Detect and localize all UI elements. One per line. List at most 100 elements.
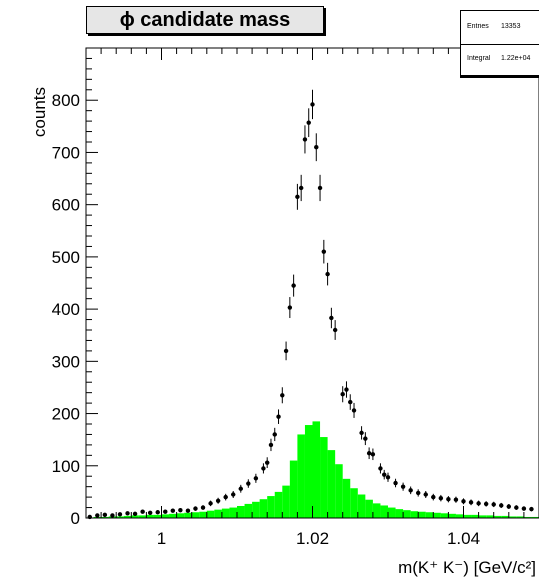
histogram-bin <box>320 437 328 518</box>
y-tick-label: 100 <box>52 457 80 476</box>
histogram-bin <box>410 511 419 518</box>
histogram-bin <box>131 515 139 518</box>
histogram-bin <box>342 478 351 518</box>
data-point <box>261 466 266 471</box>
data-point <box>359 430 364 436</box>
stats-box: Entries 13353 Integral 1.22e+04 <box>460 10 539 76</box>
data-point <box>325 271 330 277</box>
histogram-bin <box>123 515 132 518</box>
data-point <box>215 498 221 503</box>
data-point <box>200 505 206 510</box>
data-point <box>283 348 289 354</box>
data-point <box>280 393 285 398</box>
data-point <box>344 387 349 392</box>
histogram-bin <box>440 513 449 518</box>
data-point <box>476 501 481 506</box>
data-point <box>170 508 176 513</box>
histogram-bin <box>493 515 502 518</box>
histogram-bin <box>418 511 426 518</box>
histogram-bin <box>282 485 290 518</box>
data-point <box>231 492 236 497</box>
data-point <box>529 506 534 512</box>
histogram-bin <box>146 514 154 518</box>
stats-integral-row: Integral 1.22e+04 <box>467 55 539 65</box>
stats-integral-value: 1.22e+04 <box>501 55 531 62</box>
histogram-bin <box>101 516 109 518</box>
data-point <box>446 497 451 502</box>
data-point <box>102 512 108 518</box>
histogram-bin <box>350 488 358 518</box>
histogram-bin <box>138 515 147 518</box>
data-point <box>453 497 459 502</box>
data-point <box>193 506 198 511</box>
data-point <box>351 408 357 413</box>
histogram-bin <box>153 514 162 518</box>
x-axis-label: m(K⁺ K⁻) [GeV/c²] <box>398 558 536 577</box>
data-point <box>265 460 270 465</box>
histogram-bin <box>327 450 336 518</box>
data-point <box>483 501 489 507</box>
histogram-bin <box>508 516 517 518</box>
data-point <box>317 185 323 191</box>
histogram-bin <box>372 503 381 518</box>
histogram-bin <box>274 491 283 518</box>
histogram-bin <box>297 434 305 518</box>
data-point <box>321 249 327 254</box>
data-point <box>468 500 474 505</box>
histogram-bin <box>357 494 366 518</box>
histogram-bin <box>433 512 441 518</box>
data-point <box>378 466 383 471</box>
y-tick-label: 800 <box>52 91 80 110</box>
histogram-bin <box>388 507 396 518</box>
x-tick-label: 1.02 <box>296 529 329 548</box>
histogram-bin <box>455 514 464 518</box>
data-point <box>408 488 413 493</box>
y-tick-label: 600 <box>52 196 80 215</box>
y-tick-label: 400 <box>52 300 80 319</box>
data-point <box>178 507 183 513</box>
histogram-bin <box>365 499 373 518</box>
axes: 0 100 200 300 400 500 600 700 800 1 1.02 1.04 <box>52 47 539 548</box>
data-point <box>298 185 304 191</box>
histogram-bin <box>501 515 509 518</box>
data-point <box>276 414 281 419</box>
histogram-bin <box>335 464 343 518</box>
histogram-bin <box>478 515 487 518</box>
data-point <box>291 283 296 288</box>
histogram-bin <box>531 516 539 518</box>
stats-divider <box>461 44 539 45</box>
y-tick-label: 500 <box>52 248 80 267</box>
data-point <box>185 508 191 513</box>
histogram-bin <box>289 460 298 518</box>
y-tick-label: 200 <box>52 405 80 424</box>
data-point <box>514 505 519 510</box>
histogram-bin <box>380 505 388 518</box>
data-point <box>125 511 130 516</box>
data-point <box>438 495 444 501</box>
data-point <box>491 502 496 507</box>
data-point <box>268 442 274 448</box>
y-axis-label: counts <box>30 87 49 137</box>
y-tick-label: 700 <box>52 143 80 162</box>
data-point <box>140 509 145 514</box>
data-point <box>423 492 428 497</box>
data-point <box>246 481 251 486</box>
histogram-bin <box>463 514 472 518</box>
histogram-bin <box>199 511 207 518</box>
histogram-bin <box>267 496 275 518</box>
histogram-bin <box>161 514 170 518</box>
data-point <box>382 472 387 477</box>
histogram-bin <box>169 513 177 518</box>
histogram-bin <box>523 516 532 518</box>
data-point <box>431 494 436 500</box>
histogram-bin <box>206 510 215 518</box>
signal-histogram <box>86 421 539 518</box>
data-point <box>117 512 123 517</box>
data-point <box>521 506 527 511</box>
histogram-bin <box>259 499 268 518</box>
data-point <box>370 452 376 457</box>
histogram-bin <box>214 509 222 518</box>
data-point <box>132 511 138 517</box>
data-point <box>110 513 115 518</box>
